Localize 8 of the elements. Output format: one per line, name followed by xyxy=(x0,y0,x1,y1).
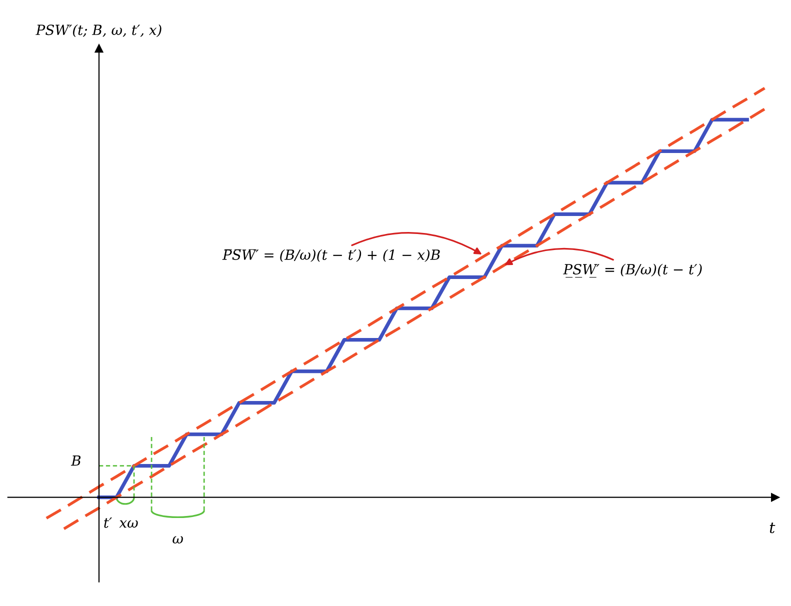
y-axis-title: PSW′(t; B, ω, t′, x) xyxy=(36,24,162,38)
x-axis-title: t xyxy=(770,522,776,534)
annotation: xω xyxy=(119,520,138,528)
annotation: P̅S̅W̅′ = (B/ω)(t − t′) + (1 − x)B xyxy=(222,249,440,262)
annotation: B xyxy=(70,455,81,466)
annotation: P̲S̲W̲′ = (B/ω)(t − t′) xyxy=(563,264,702,278)
annotation: t′ xyxy=(104,518,112,528)
text: ω xyxy=(172,536,183,544)
